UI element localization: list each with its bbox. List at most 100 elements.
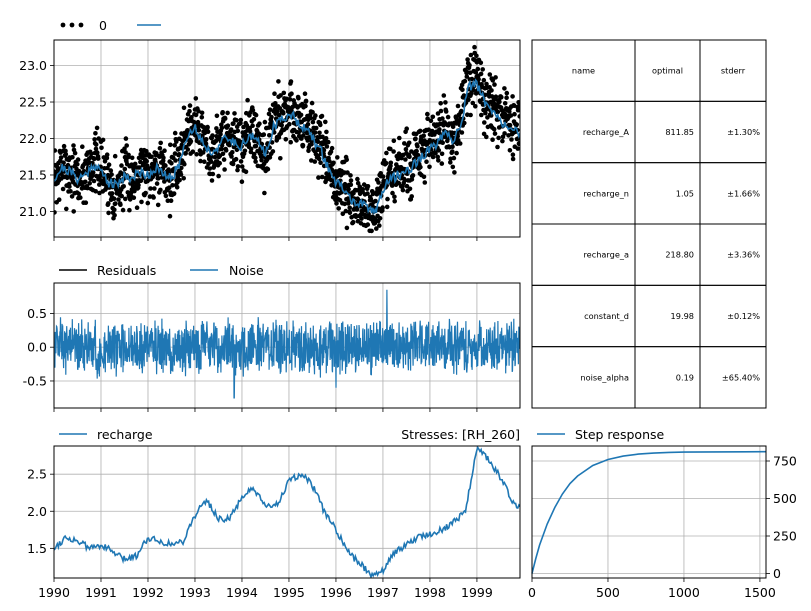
observed-point (193, 96, 199, 101)
observed-point (468, 52, 474, 58)
sim-ytick-label: 22.0 (19, 131, 47, 146)
observed-point (459, 130, 465, 135)
table-cell-text: 218.80 (665, 250, 694, 260)
observed-point (235, 167, 240, 173)
observed-point (312, 130, 318, 135)
observed-point (425, 116, 430, 121)
step-axes-frame (531, 445, 767, 579)
step-xtick-label: 0 (528, 585, 536, 600)
observed-point (124, 143, 129, 148)
observed-point (491, 126, 497, 132)
step-ytick-label: 500 (773, 491, 797, 506)
sim-ytick-label: 21.5 (19, 167, 47, 182)
observed-point (136, 182, 141, 188)
str-xtick-label: 1996 (320, 585, 352, 600)
observed-point (515, 146, 520, 151)
observed-point (497, 99, 502, 105)
observed-point (95, 150, 100, 155)
observed-point (430, 114, 436, 120)
observed-point (512, 111, 517, 117)
observed-point (181, 176, 186, 181)
step-ytick-label: 750 (773, 454, 797, 469)
observed-point (106, 201, 111, 206)
observed-point (312, 159, 318, 164)
observed-point (116, 197, 121, 202)
observed-point (225, 123, 231, 128)
observed-point (407, 186, 413, 192)
observed-point (235, 128, 241, 134)
observed-point (144, 148, 149, 154)
observed-point (251, 151, 257, 157)
observed-point (281, 111, 286, 116)
observed-point (218, 132, 223, 137)
observed-point (365, 191, 370, 196)
observed-point (368, 196, 374, 202)
observed-point (462, 120, 467, 126)
observed-point (515, 107, 520, 113)
observed-point (262, 190, 267, 196)
table-cell-text: 1.05 (676, 188, 694, 198)
observed-point (288, 139, 294, 145)
observed-point (305, 122, 311, 127)
observed-point (493, 94, 499, 99)
observed-point (138, 159, 143, 165)
observed-point (384, 150, 389, 156)
observed-point (438, 101, 444, 106)
observed-point (134, 205, 140, 210)
observed-point (87, 181, 92, 186)
observed-point (227, 142, 232, 148)
observed-point (407, 154, 412, 160)
observed-point (219, 143, 225, 148)
observed-point (383, 160, 389, 166)
observed-point (61, 160, 66, 165)
observed-point (71, 143, 76, 148)
observed-point (365, 184, 371, 189)
observed-point (182, 161, 187, 167)
table-cell-text: recharge_A (583, 127, 629, 137)
observed-point (328, 149, 334, 154)
observed-point (231, 121, 236, 126)
observed-point (207, 166, 213, 171)
str-ytick-label: 2.0 (27, 504, 47, 519)
observed-point (136, 155, 142, 161)
observed-point (402, 141, 407, 146)
legend-residuals-label: Residuals (97, 263, 156, 278)
str-xtick-label: 1994 (226, 585, 258, 600)
observed-point (123, 136, 129, 141)
observed-point (331, 160, 336, 166)
observed-point (173, 158, 178, 163)
observed-point (460, 87, 465, 93)
observed-point (92, 156, 97, 162)
observed-point (196, 109, 201, 114)
observed-point (179, 165, 184, 171)
observed-point (335, 155, 340, 160)
observed-point (350, 219, 356, 225)
observed-point (517, 103, 520, 108)
observed-point (239, 179, 245, 184)
observed-point (396, 180, 402, 186)
observed-point (70, 175, 75, 180)
observed-point (112, 207, 117, 213)
res-axes-frame (53, 282, 521, 409)
observed-point (448, 160, 453, 165)
observed-point (287, 97, 293, 102)
observed-point (502, 86, 507, 91)
step-xtick-label: 1500 (744, 585, 776, 600)
observed-point (63, 148, 68, 154)
observed-point (145, 200, 151, 206)
observed-point (157, 146, 163, 151)
observed-point (391, 149, 396, 154)
observed-point (439, 161, 445, 166)
observed-point (267, 107, 273, 112)
observed-point (261, 132, 267, 137)
observed-point (404, 126, 410, 131)
observed-point (390, 190, 395, 196)
observed-point (93, 131, 98, 136)
observed-point (417, 128, 423, 134)
observed-point (478, 71, 484, 77)
observed-point (455, 103, 461, 109)
observed-point (219, 125, 225, 131)
observed-point (113, 201, 118, 206)
observed-point (205, 129, 211, 134)
observed-point (480, 67, 486, 72)
